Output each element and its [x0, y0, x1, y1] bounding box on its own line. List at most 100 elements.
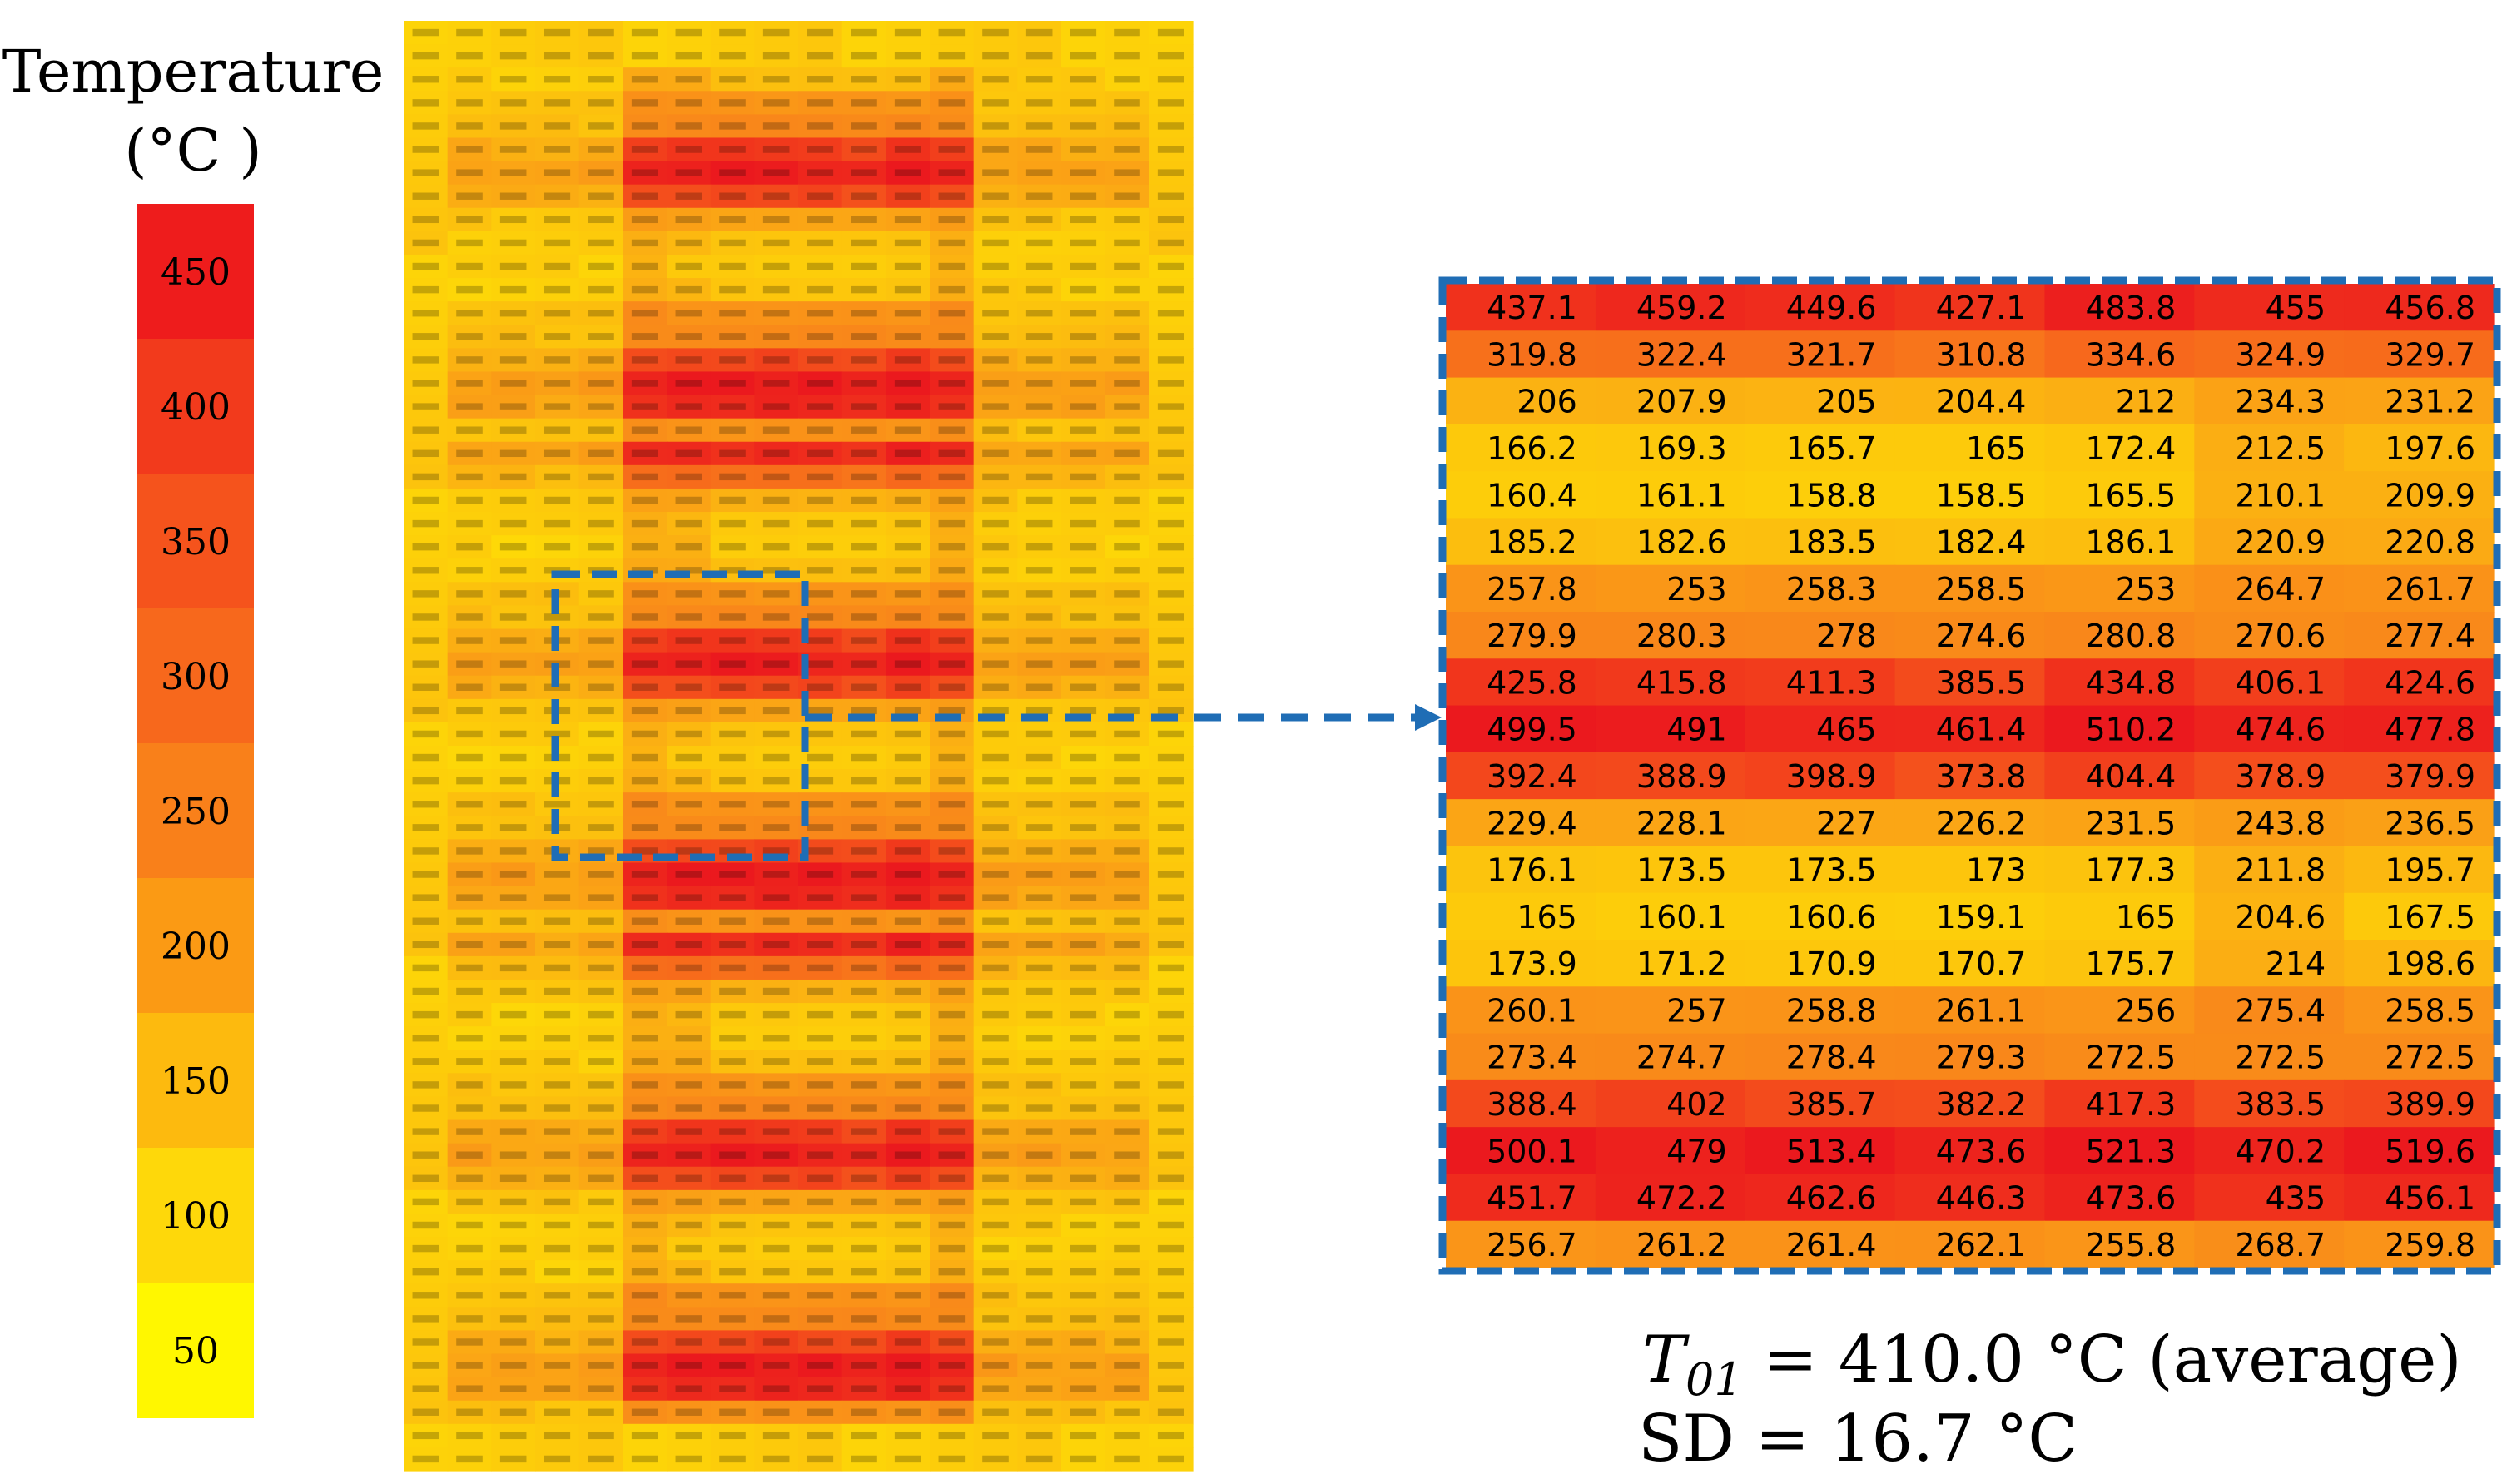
map-cell — [535, 418, 580, 443]
map-cell — [667, 1237, 712, 1261]
map-cell — [841, 184, 886, 209]
map-cell-text-mark — [807, 1174, 834, 1183]
map-cell-text-mark — [851, 262, 877, 270]
map-cell-text-mark — [1157, 637, 1184, 644]
map-cell — [404, 886, 449, 911]
map-cell — [491, 137, 536, 162]
map-cell-text-mark — [762, 847, 790, 855]
map-cell-text-mark — [631, 1058, 658, 1065]
map-cell-text-mark — [1025, 146, 1053, 153]
map-cell — [491, 746, 536, 770]
map-cell-text-mark — [675, 987, 702, 995]
map-cell-text-mark — [675, 1432, 702, 1440]
map-cell — [841, 769, 886, 793]
map-cell — [1149, 839, 1194, 864]
map-cell — [1061, 231, 1106, 256]
map-cell — [578, 1213, 623, 1238]
map-cell-text-mark — [938, 543, 966, 551]
map-cell-text-mark — [412, 801, 439, 808]
map-cell-text-mark — [499, 262, 527, 270]
map-cell — [754, 1307, 799, 1332]
map-cell — [623, 441, 668, 466]
map-cell — [930, 1377, 975, 1402]
map-cell-text-mark — [894, 753, 921, 762]
map-cell — [535, 1400, 580, 1425]
map-cell-text-mark — [851, 801, 877, 808]
map-cell — [1149, 792, 1194, 816]
map-cell-text-mark — [588, 987, 614, 995]
map-cell — [535, 1423, 580, 1448]
map-cell-text-mark — [894, 1035, 921, 1042]
map-cell-text-mark — [938, 1010, 966, 1019]
map-cell — [623, 698, 668, 723]
map-cell — [1105, 207, 1149, 232]
map-cell-text-mark — [1025, 1104, 1053, 1112]
map-cell — [754, 792, 799, 816]
map-cell — [754, 91, 799, 115]
map-cell — [754, 746, 799, 770]
map-cell — [1105, 1423, 1149, 1448]
table-cell — [1894, 518, 2046, 566]
map-cell-text-mark — [1025, 801, 1053, 808]
map-cell-text-mark — [1025, 52, 1053, 60]
map-cell — [754, 1073, 799, 1098]
map-cell — [841, 652, 886, 677]
table-cell-value: 273.4 — [1487, 1040, 1577, 1076]
map-cell — [710, 886, 755, 911]
map-cell-text-mark — [851, 613, 877, 621]
map-cell-text-mark — [938, 99, 966, 107]
map-cell-text-mark — [938, 1198, 966, 1206]
table-cell-value: 510.2 — [2085, 712, 2176, 748]
map-cell-text-mark — [499, 660, 527, 668]
map-cell — [754, 512, 799, 536]
map-cell — [667, 746, 712, 770]
map-cell — [1105, 909, 1149, 934]
table-cell — [1745, 705, 1896, 753]
map-cell — [710, 348, 755, 373]
map-cell — [578, 1400, 623, 1425]
map-cell-text-mark — [675, 262, 702, 270]
table-cell-value: 256 — [2116, 992, 2177, 1029]
map-cell — [623, 278, 668, 302]
map-cell — [754, 909, 799, 934]
map-cell-text-mark — [1025, 847, 1053, 855]
table-cell-value: 231.2 — [2385, 384, 2475, 420]
map-cell-text-mark — [982, 1315, 1009, 1323]
map-cell — [930, 301, 975, 325]
table-cell — [1595, 705, 1746, 753]
map-cell — [447, 909, 492, 934]
map-cell — [1149, 1423, 1194, 1448]
map-cell — [667, 1307, 712, 1332]
map-cell — [754, 886, 799, 911]
map-cell — [667, 137, 712, 162]
map-cell-text-mark — [1114, 76, 1140, 83]
map-cell — [798, 1050, 843, 1074]
map-cell — [754, 1377, 799, 1402]
map-cell-text-mark — [1157, 216, 1184, 224]
map-cell-text-mark — [1157, 169, 1184, 176]
map-cell — [667, 44, 712, 68]
map-cell-text-mark — [807, 753, 834, 762]
map-cell — [710, 652, 755, 677]
map-cell — [798, 558, 843, 583]
table-cell-value: 260.1 — [1487, 992, 1577, 1029]
map-cell — [404, 675, 449, 700]
map-cell-text-mark — [499, 519, 527, 528]
map-cell — [623, 1096, 668, 1121]
map-cell-text-mark — [1025, 519, 1053, 528]
table-cell-value: 280.8 — [2085, 618, 2176, 654]
map-cell-text-mark — [982, 473, 1009, 481]
map-cell-text-mark — [762, 941, 790, 949]
map-cell — [447, 1377, 492, 1402]
map-cell-text-mark — [894, 543, 921, 551]
map-cell — [1149, 816, 1194, 840]
map-cell — [1105, 675, 1149, 700]
map-cell — [491, 1400, 536, 1425]
map-cell — [973, 1237, 1018, 1261]
map-cell — [404, 932, 449, 957]
map-cell — [798, 488, 843, 513]
map-cell — [798, 278, 843, 302]
table-cell-value: 278.4 — [1786, 1040, 1877, 1076]
map-cell-text-mark — [719, 894, 746, 901]
map-cell-text-mark — [851, 660, 877, 668]
